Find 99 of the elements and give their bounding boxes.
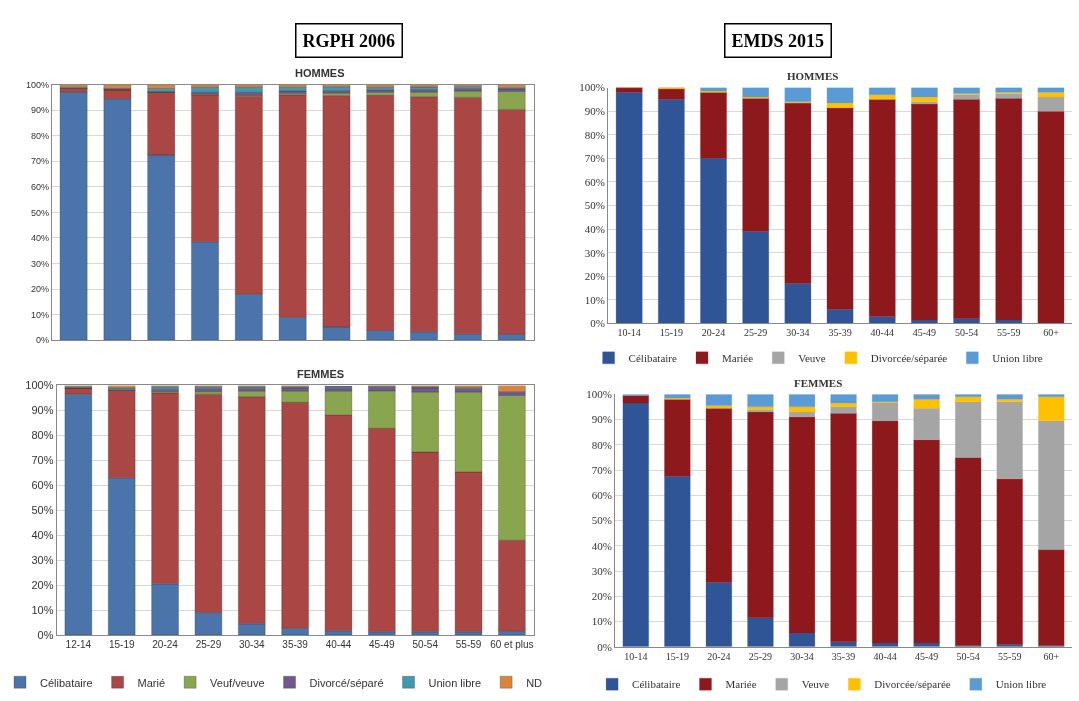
y-tick-label: 80% <box>30 130 49 141</box>
legend-label: Veuve <box>798 352 826 365</box>
x-tick-label: 10-14 <box>617 327 641 339</box>
x-tick-label: 15-19 <box>108 639 135 651</box>
y-tick-label: 10% <box>591 615 612 628</box>
x-tick-label: 20-24 <box>707 650 731 662</box>
x-tick-label: 55-59 <box>997 327 1021 339</box>
x-tick-label: 30-34 <box>786 327 810 339</box>
y-tick-label: 80% <box>584 128 605 141</box>
y-tick-label: 60% <box>31 479 54 492</box>
x-tick-label: 55-59 <box>455 639 482 651</box>
x-tick-label: 45-49 <box>369 639 396 651</box>
y-tick-label: 40% <box>30 233 49 244</box>
legend-label: Union libre <box>992 352 1043 365</box>
y-tick-label: 20% <box>30 284 49 295</box>
y-tick-label: 0% <box>37 628 54 641</box>
x-tick-label: 35-39 <box>828 327 852 339</box>
x-tick-label: 25-29 <box>744 327 768 339</box>
y-tick-label: 30% <box>591 564 612 577</box>
x-tick-label: 30-34 <box>238 639 265 651</box>
y-tick-label: 40% <box>31 529 54 542</box>
x-tick-label: 35-39 <box>831 650 856 662</box>
legend-label: Célibataire <box>40 676 93 689</box>
y-tick-label: 100% <box>579 81 605 94</box>
y-tick-label: 50% <box>30 207 49 218</box>
legend-label: Divorcé/séparé <box>309 676 384 689</box>
x-tick-label: 20-24 <box>701 327 726 339</box>
x-tick-label: 12-14 <box>65 639 92 651</box>
y-tick-label: 20% <box>591 590 612 603</box>
x-tick-label: 25-29 <box>195 639 222 651</box>
x-tick-label: 15-19 <box>665 650 690 662</box>
y-tick-label: 10% <box>31 603 54 616</box>
legend-label: Divorcée/séparée <box>870 352 948 365</box>
x-tick-label: 60 et plus <box>490 639 534 651</box>
x-tick-label: 45-49 <box>912 327 937 339</box>
y-tick-label: 10% <box>584 293 605 306</box>
y-tick-label: 30% <box>31 554 54 566</box>
y-tick-label: 30% <box>30 258 49 269</box>
y-tick-label: 40% <box>584 222 605 235</box>
x-tick-label: 25-29 <box>748 650 773 662</box>
y-tick-label: 30% <box>584 246 605 259</box>
legend-label: Veuve <box>801 678 830 691</box>
x-tick-label: 55-59 <box>998 650 1022 662</box>
legend-label: Mariée <box>721 352 754 365</box>
y-tick-label: 0% <box>35 335 49 346</box>
y-tick-label: 40% <box>591 539 612 552</box>
y-tick-label: 70% <box>31 454 54 467</box>
x-tick-label: 30-34 <box>790 650 814 662</box>
text: RGPH 2006 <box>302 30 395 51</box>
y-tick-label: 90% <box>31 404 54 417</box>
chart-title: HOMMES <box>295 67 345 79</box>
y-tick-label: 80% <box>31 429 54 442</box>
y-tick-label: 0% <box>590 317 605 330</box>
x-tick-label: 10-14 <box>624 650 648 662</box>
y-tick-label: 90% <box>591 413 612 426</box>
y-tick-label: 50% <box>31 504 54 517</box>
y-tick-label: 0% <box>597 640 612 653</box>
y-tick-label: 60% <box>591 489 612 502</box>
x-tick-label: 50-54 <box>954 327 979 339</box>
legend-label: Union libre <box>428 676 482 689</box>
y-tick-label: 70% <box>584 152 605 165</box>
y-tick-label: 70% <box>30 156 49 167</box>
y-tick-label: 80% <box>591 438 612 451</box>
legend-label: Union libre <box>995 678 1047 691</box>
y-tick-label: 20% <box>584 270 605 283</box>
chart-title: FEMMES <box>297 368 345 380</box>
chart-title: HOMMES <box>787 70 839 82</box>
y-tick-label: 100% <box>586 388 612 401</box>
x-tick-label: 20-24 <box>152 639 179 651</box>
y-tick-label: 90% <box>30 105 49 116</box>
y-tick-label: 50% <box>584 199 605 212</box>
x-tick-label: 35-39 <box>282 639 309 651</box>
text: EMDS 2015 <box>731 30 825 51</box>
x-tick-label: 60+ <box>1043 327 1060 339</box>
y-tick-label: 70% <box>591 463 612 476</box>
x-tick-label: 40-44 <box>873 650 897 662</box>
legend-label: ND <box>526 676 543 689</box>
legend-label: Célibataire <box>628 352 677 365</box>
legend-label: Mariée <box>725 678 757 691</box>
legend-label: Veuf/veuve <box>210 676 265 689</box>
x-tick-label: 50-54 <box>956 650 980 662</box>
y-tick-label: 20% <box>31 578 54 591</box>
x-tick-label: 40-44 <box>870 327 894 339</box>
y-tick-label: 100% <box>25 79 49 90</box>
legend-label: Célibataire <box>632 678 681 691</box>
legend-label: Marié <box>137 676 166 689</box>
y-tick-label: 10% <box>30 309 49 320</box>
y-tick-label: 60% <box>30 182 49 192</box>
x-tick-label: 40-44 <box>325 639 352 651</box>
y-tick-label: 100% <box>25 379 54 392</box>
x-tick-label: 60+ <box>1043 650 1060 662</box>
legend-label: Divorcée/séparée <box>874 678 951 691</box>
x-tick-label: 15-19 <box>659 327 684 339</box>
y-tick-label: 60% <box>584 175 605 188</box>
y-tick-label: 50% <box>591 514 612 527</box>
y-tick-label: 90% <box>584 105 605 118</box>
x-tick-label: 50-54 <box>412 639 439 651</box>
chart-title: FEMMES <box>794 377 843 389</box>
x-tick-label: 45-49 <box>914 650 939 662</box>
